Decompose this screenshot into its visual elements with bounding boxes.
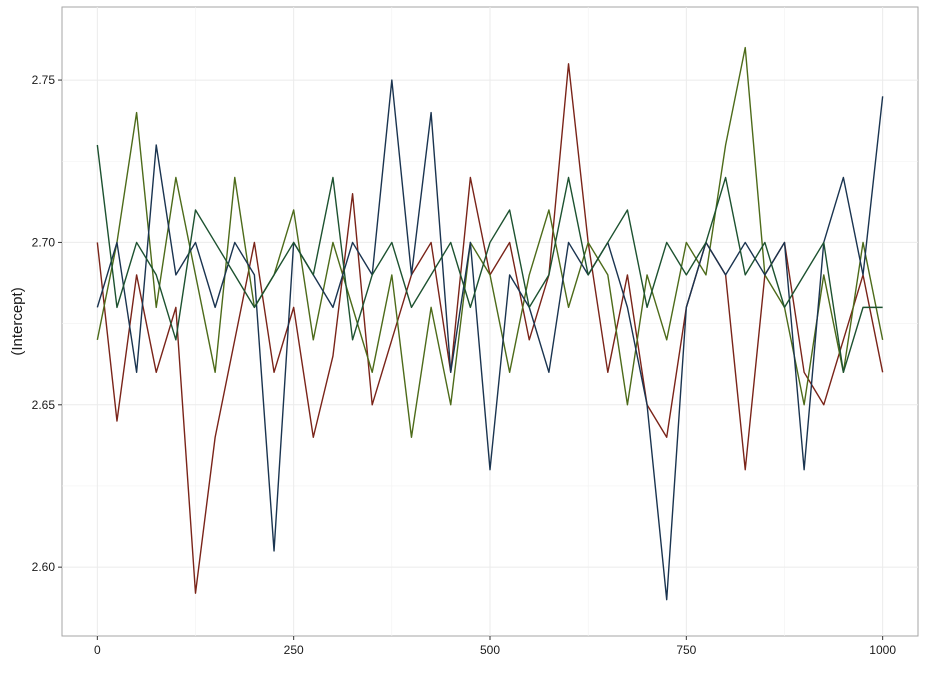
x-tick-label: 250 xyxy=(284,643,304,657)
x-axis: 0 250 500 750 1000 xyxy=(94,636,896,657)
y-tick-label: 2.75 xyxy=(32,73,56,87)
x-tick-label: 1000 xyxy=(869,643,896,657)
x-tick-label: 500 xyxy=(480,643,500,657)
series-lines xyxy=(96,46,884,601)
y-tick-label: 2.70 xyxy=(32,235,56,249)
series-2 xyxy=(96,46,884,438)
y-tick-label: 2.60 xyxy=(32,560,56,574)
grid-lines xyxy=(62,7,918,636)
y-tick-label: 2.65 xyxy=(32,398,56,412)
series-4 xyxy=(96,144,883,374)
x-tick-label: 0 xyxy=(94,643,101,657)
series-line xyxy=(96,46,884,438)
y-axis: 2.60 2.65 2.70 2.75 xyxy=(32,73,62,574)
series-line xyxy=(96,144,883,374)
y-axis-title: (Intercept) xyxy=(9,287,26,355)
x-tick-label: 750 xyxy=(676,643,696,657)
